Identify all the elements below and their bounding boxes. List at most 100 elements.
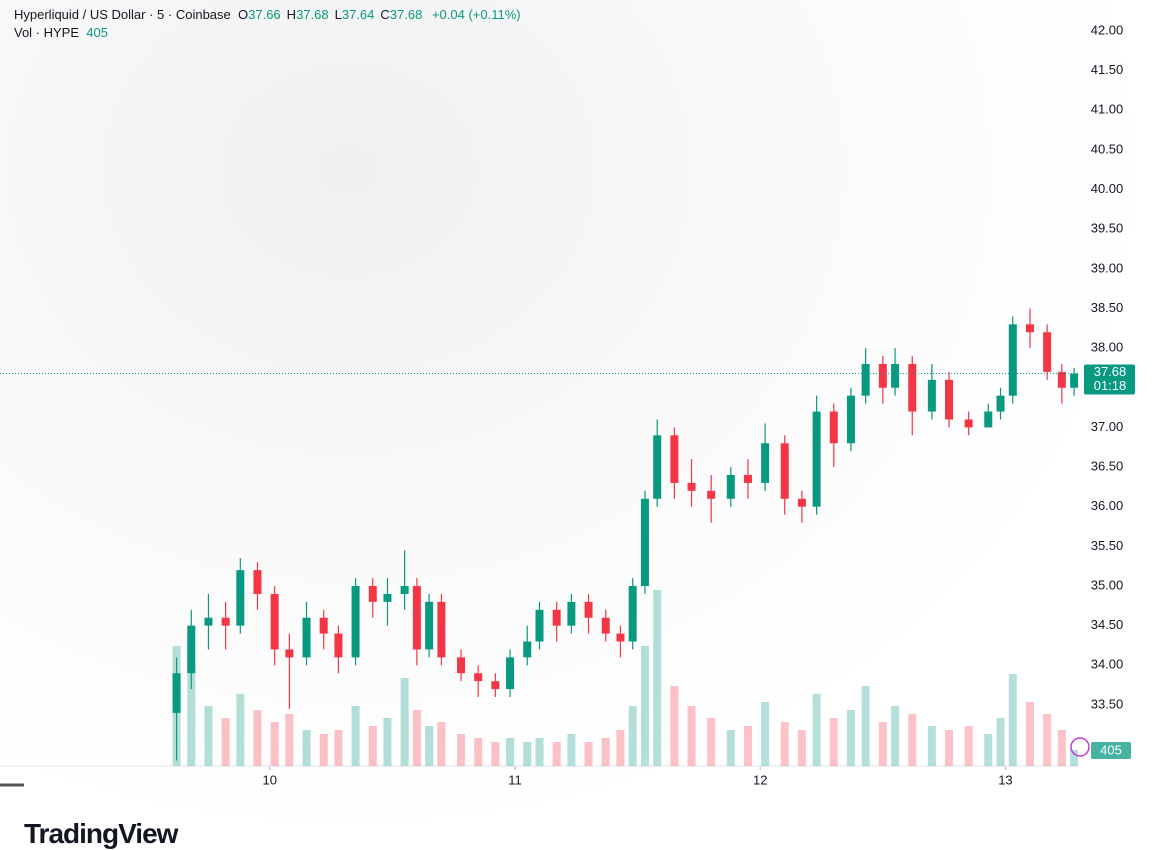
volume-bar: [400, 678, 409, 766]
volume-bar: [846, 710, 855, 766]
candle-body: [726, 474, 735, 499]
candle-body: [878, 363, 887, 388]
ohlc-value: 37.66: [248, 7, 281, 22]
x-tick-label: 10: [263, 772, 277, 787]
y-tick-label: 41.50: [1091, 62, 1124, 77]
candle-body: [457, 657, 466, 674]
candle-body: [334, 633, 343, 658]
y-tick-label: 38.00: [1091, 340, 1124, 355]
candle-body: [412, 585, 421, 650]
volume-bar: [707, 718, 716, 766]
candle-body: [302, 617, 311, 658]
candle-body: [743, 474, 752, 483]
volume-bar: [743, 726, 752, 766]
candle-body: [707, 490, 716, 499]
logo: TradingView: [24, 818, 178, 849]
volume-badge: [1091, 742, 1131, 759]
candle-body: [400, 585, 409, 594]
volume-bar: [861, 686, 870, 766]
volume-bar: [437, 722, 446, 766]
volume-bar: [908, 714, 917, 766]
volume-bar: [285, 714, 294, 766]
volume-bar: [628, 706, 637, 766]
candle-body: [425, 601, 434, 650]
y-tick-label: 35.00: [1091, 577, 1124, 592]
volume-bar: [253, 710, 262, 766]
volume-bar: [996, 718, 1005, 766]
volume-bar: [726, 730, 735, 766]
candle-body: [1070, 373, 1079, 388]
candle-body: [964, 419, 973, 428]
volume-bar: [1008, 674, 1017, 766]
y-tick-label: 40.00: [1091, 181, 1124, 196]
y-tick-label: 36.00: [1091, 498, 1124, 513]
x-tick-label: 13: [998, 772, 1012, 787]
candle-body: [285, 649, 294, 658]
volume-bar: [964, 726, 973, 766]
candle-body: [601, 617, 610, 634]
candle-body: [628, 585, 637, 642]
volume-bar: [670, 686, 679, 766]
volume-bar: [270, 722, 279, 766]
candle-body: [861, 363, 870, 396]
ohlc-value: 37.68: [389, 7, 423, 22]
candle-body: [221, 617, 230, 626]
candle-body: [383, 593, 392, 602]
y-tick-label: 39.50: [1091, 221, 1124, 236]
candle-body: [567, 601, 576, 626]
candle-body: [616, 633, 625, 642]
candle-body: [687, 482, 696, 491]
candle-body: [984, 411, 993, 428]
volume-bar: [302, 730, 311, 766]
ohlc-row: Hyperliquid / US Dollar · 5 · Coinbase O…: [14, 6, 521, 24]
candle-body: [474, 673, 483, 682]
volume-row: Vol · HYPE 405: [14, 24, 521, 42]
volume-bar: [567, 734, 576, 766]
volume-bar: [383, 718, 392, 766]
volume-bar: [891, 706, 900, 766]
volume-title: Vol · HYPE: [14, 25, 80, 40]
y-tick-label: 34.00: [1091, 657, 1124, 672]
y-tick-label: 42.00: [1091, 22, 1124, 37]
volume-bar: [780, 722, 789, 766]
y-tick-label: 38.50: [1091, 300, 1124, 315]
candle-body: [846, 395, 855, 444]
candle-body: [812, 411, 821, 507]
volume-bar: [535, 738, 544, 766]
candle-body: [1008, 324, 1017, 396]
y-tick-label: 41.00: [1091, 102, 1124, 117]
candle-body: [584, 601, 593, 618]
volume-bar: [425, 726, 434, 766]
volume-bar: [319, 734, 328, 766]
y-tick-label: 40.50: [1091, 141, 1124, 156]
volume-bar: [552, 742, 561, 766]
volume-bar: [368, 726, 377, 766]
candle-body: [172, 673, 181, 713]
candle-body: [761, 443, 770, 483]
candle-body: [187, 625, 196, 674]
volume-bar: [204, 706, 213, 766]
candle-body: [437, 601, 446, 658]
volume-badge-value: 405: [1100, 742, 1122, 757]
y-tick-label: 33.50: [1091, 696, 1124, 711]
y-tick-label: 34.50: [1091, 617, 1124, 632]
volume-bar: [334, 730, 343, 766]
symbol-title: Hyperliquid / US Dollar · 5 · Coinbase: [14, 7, 231, 22]
candle-body: [491, 681, 500, 690]
x-tick-label: 12: [753, 772, 767, 787]
volume-bar: [812, 694, 821, 766]
volume-bar: [187, 662, 196, 766]
change: +0.04 (+0.11%): [431, 7, 521, 22]
volume-bar: [1057, 730, 1066, 766]
y-tick-label: 36.50: [1091, 458, 1124, 473]
volume-bar: [1025, 702, 1034, 766]
candle-body: [797, 498, 806, 507]
legend: Hyperliquid / US Dollar · 5 · Coinbase O…: [14, 6, 521, 42]
candle-body: [829, 411, 838, 444]
candle-body: [552, 609, 561, 626]
candle-body: [780, 443, 789, 499]
ohlc: O37.66 H37.68 L37.64 C37.68: [238, 7, 428, 22]
ohlc-label: H: [286, 7, 297, 22]
candle-body: [319, 617, 328, 634]
